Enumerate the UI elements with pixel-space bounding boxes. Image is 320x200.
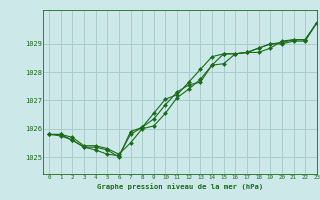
X-axis label: Graphe pression niveau de la mer (hPa): Graphe pression niveau de la mer (hPa): [97, 183, 263, 190]
